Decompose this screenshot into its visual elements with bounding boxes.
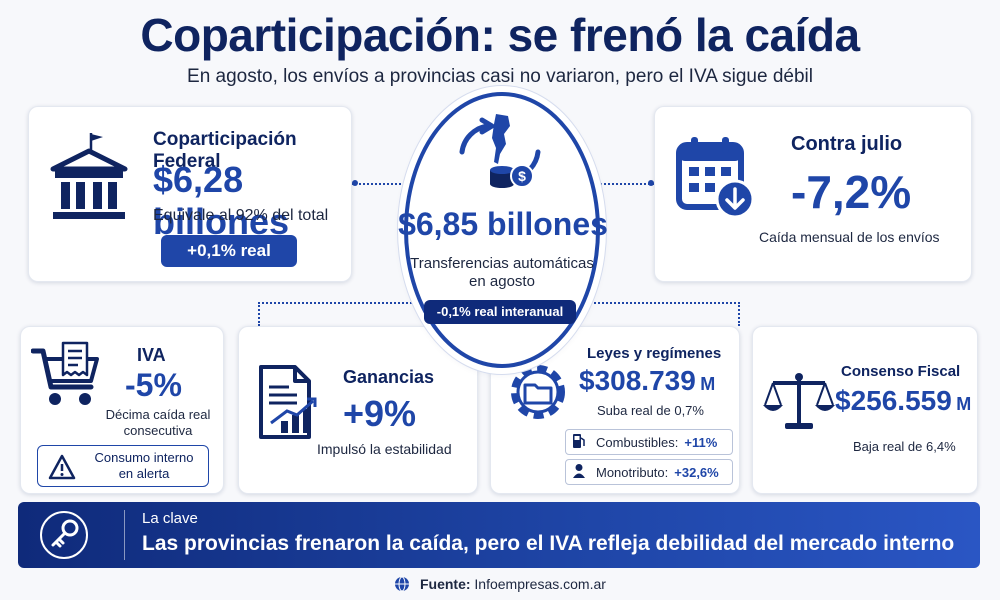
person-icon	[572, 463, 590, 482]
consenso-note: Baja real de 6,4%	[853, 439, 956, 454]
iva-value: -5%	[125, 367, 182, 403]
gear-folder-icon	[503, 357, 573, 432]
july-card: Contra julio -7,2% Caída mensual de los …	[654, 106, 972, 282]
svg-text:$: $	[518, 168, 526, 184]
banner-label: La clave	[142, 510, 198, 527]
federal-card: Coparticipación Federal $6,28 billones E…	[28, 106, 352, 282]
banner-text: Las provincias frenaron la caída, pero e…	[142, 532, 955, 555]
july-note: Caída mensual de los envíos	[759, 229, 940, 245]
argentina-map-transfer-icon: $	[440, 108, 560, 203]
connector-drop	[258, 302, 260, 326]
leyes-row-combustibles: Combustibles: +11%	[565, 429, 733, 455]
leyes-value-row: $308.739 M	[579, 365, 715, 397]
federal-value: $6,28 billones	[153, 159, 290, 242]
leyes-row-value: +11%	[684, 434, 718, 450]
globe-icon	[394, 576, 410, 595]
page-title: Coparticipación: se frenó la caída	[140, 9, 860, 61]
iva-alert-box: Consumo interno en alerta	[37, 445, 209, 487]
fuel-pump-icon	[572, 433, 590, 452]
leyes-note: Suba real de 0,7%	[597, 403, 704, 418]
consenso-unit: M	[956, 394, 972, 414]
iva-card: IVA -5% Décima caída real consecutiva Co…	[20, 326, 224, 494]
document-chart-icon	[257, 365, 317, 446]
consenso-value-row: $256.559 M	[835, 385, 971, 417]
ganancias-note: Impulsó la estabilidad	[317, 441, 452, 457]
connector-dot	[352, 180, 358, 186]
connector-drop	[738, 302, 740, 326]
center-value: $6,85 billones	[398, 206, 608, 242]
warning-icon	[48, 454, 76, 485]
consenso-value: $256.559	[835, 385, 952, 416]
key-icon	[40, 511, 88, 559]
federal-note: Equivale al 92% del total	[153, 207, 329, 224]
leyes-row-label: Combustibles:	[596, 434, 679, 450]
leyes-row-label: Monotributo:	[596, 464, 669, 480]
connector-dot	[648, 180, 654, 186]
july-value: -7,2%	[791, 166, 912, 218]
federal-badge: +0,1% real	[161, 235, 297, 267]
balance-scale-icon	[763, 371, 835, 438]
iva-note: Décima caída real consecutiva	[105, 407, 211, 438]
ganancias-value: +9%	[343, 393, 417, 434]
footer-source-link[interactable]: Infoempresas.com.ar	[474, 576, 606, 592]
center-badge: -0,1% real interanual	[424, 300, 576, 324]
bank-building-icon	[47, 131, 131, 232]
banner-divider	[124, 510, 125, 560]
shopping-cart-receipt-icon	[30, 341, 105, 416]
july-title: Contra julio	[791, 133, 903, 155]
leyes-value: $308.739	[579, 365, 696, 396]
ganancias-card: Ganancias +9% Impulsó la estabilidad	[238, 326, 478, 494]
leyes-unit: M	[700, 374, 716, 394]
federal-title: Coparticipación Federal	[153, 129, 297, 172]
iva-alert-text: Consumo interno en alerta	[94, 450, 194, 481]
ganancias-title: Ganancias	[343, 367, 435, 387]
footer-source-label: Fuente:	[419, 576, 471, 592]
key-banner: La clave Las provincias frenaron la caíd…	[18, 502, 980, 568]
leyes-title: Leyes y regímenes	[587, 345, 722, 362]
leyes-row-monotributo: Monotributo: +32,6%	[565, 459, 733, 485]
page-subtitle: En agosto, los envíos a provincias casi …	[187, 66, 813, 87]
consenso-card: Consenso Fiscal $256.559 M Baja real de …	[752, 326, 978, 494]
connector-left	[352, 183, 408, 185]
footer: Fuente: Infoempresas.com.ar	[0, 576, 1000, 595]
calendar-down-icon	[675, 135, 757, 226]
consenso-title: Consenso Fiscal	[841, 363, 961, 380]
connector-right	[592, 183, 654, 185]
center-description: Transferencias automáticas en agosto	[410, 255, 594, 290]
leyes-row-value: +32,6%	[674, 464, 719, 480]
iva-title: IVA	[137, 345, 166, 365]
